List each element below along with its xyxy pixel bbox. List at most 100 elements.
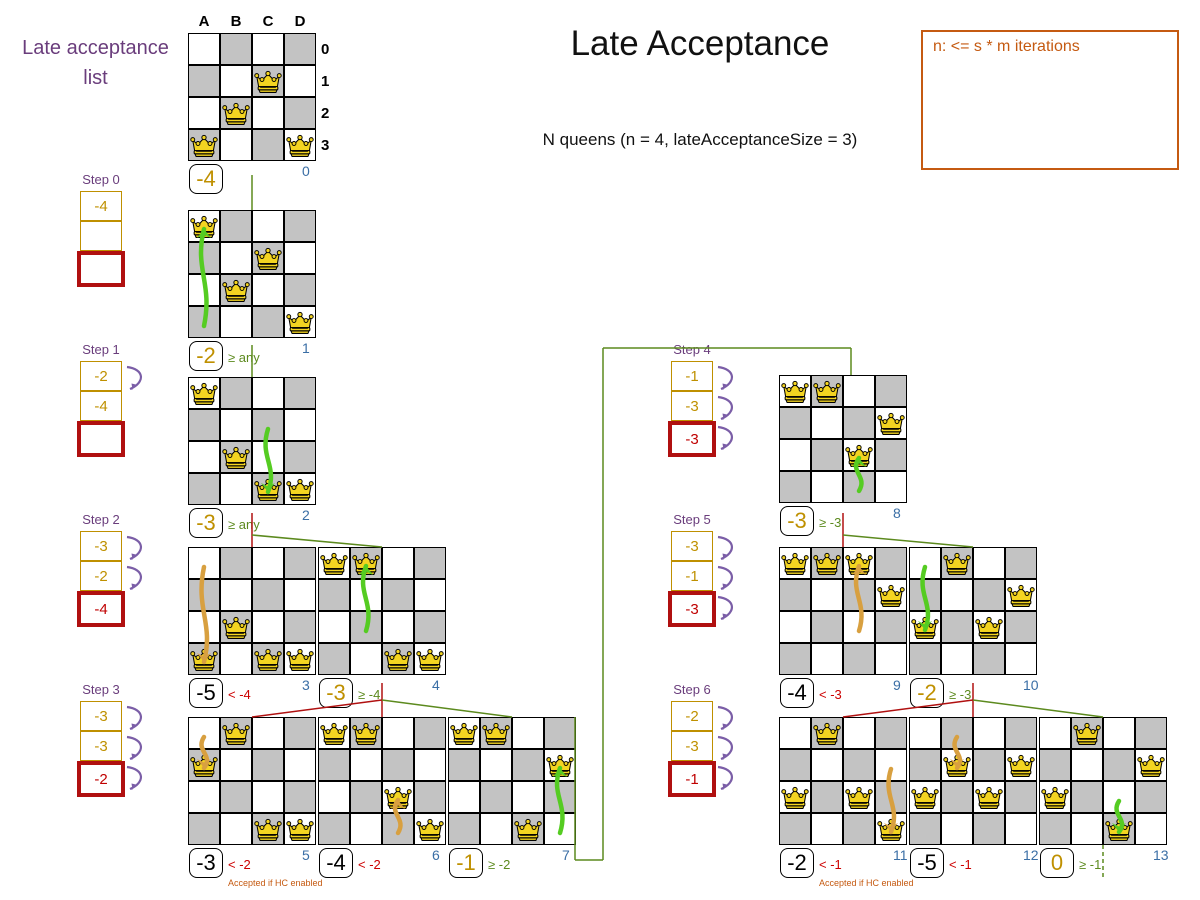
- chessboard-13: [1039, 717, 1167, 845]
- list-shift-arrow: [717, 425, 733, 451]
- chessboard-7: [448, 717, 576, 845]
- chessboard-8: [779, 375, 907, 503]
- current-score-cell-6: -1: [668, 761, 716, 797]
- page-subtitle: N queens (n = 4, lateAcceptanceSize = 3): [542, 130, 858, 149]
- board-cell-A1: [188, 409, 220, 441]
- board-cell-D1: [1135, 749, 1167, 781]
- board-cell-D1: [1005, 579, 1037, 611]
- list-shift-arrow: [126, 535, 142, 561]
- board-cell-D0: [875, 717, 907, 749]
- board-cell-C1: [252, 409, 284, 441]
- board-index-9: 9: [893, 677, 901, 693]
- board-cell-B1: [220, 579, 252, 611]
- board-cell-C2: [252, 611, 284, 643]
- board-cell-A2: [779, 781, 811, 813]
- board-cell-A3: [779, 813, 811, 845]
- board-cell-C3: [252, 643, 284, 675]
- board-cell-B3: [811, 471, 843, 503]
- board-cell-C3: [252, 306, 284, 338]
- score-chip-3: -5: [189, 678, 223, 708]
- board-cell-C1: [1103, 749, 1135, 781]
- board-cell-C1: [252, 749, 284, 781]
- board-cell-A1: [779, 579, 811, 611]
- board-cell-A0: [318, 547, 350, 579]
- board-cell-A1: [188, 65, 220, 97]
- board-cell-C3: [973, 813, 1005, 845]
- board-cell-B0: [350, 717, 382, 749]
- board-cell-B3: [811, 813, 843, 845]
- chessboard-2: [188, 377, 316, 505]
- board-cell-A3: [318, 813, 350, 845]
- board-cell-D2: [284, 441, 316, 473]
- connector-accept-10-13: [972, 699, 1104, 718]
- board-cell-A2: [448, 781, 480, 813]
- board-cell-A1: [188, 579, 220, 611]
- hill-climbing-note-5: Accepted if HC enabled: [228, 878, 323, 888]
- board-cell-A2: [1039, 781, 1071, 813]
- board-cell-D0: [544, 717, 576, 749]
- board-cell-C0: [252, 717, 284, 749]
- board-cell-A3: [909, 813, 941, 845]
- board-cell-A3: [188, 129, 220, 161]
- board-cell-B1: [220, 65, 252, 97]
- board-cell-B2: [220, 441, 252, 473]
- board-cell-D1: [544, 749, 576, 781]
- chessboard-3: [188, 547, 316, 675]
- list-shift-arrow: [717, 565, 733, 591]
- list-shift-arrow: [717, 705, 733, 731]
- board-cell-C3: [252, 813, 284, 845]
- column-header-B: B: [230, 13, 242, 30]
- board-cell-C3: [382, 813, 414, 845]
- current-score-cell-2: -4: [77, 591, 125, 627]
- board-cell-D0: [284, 33, 316, 65]
- board-cell-A2: [188, 274, 220, 306]
- board-cell-B3: [941, 643, 973, 675]
- board-cell-C2: [382, 781, 414, 813]
- board-index-11: 11: [893, 847, 908, 863]
- board-cell-D0: [875, 547, 907, 579]
- row-header-3: 3: [321, 137, 330, 154]
- comparison-label-9: < -3: [819, 687, 842, 702]
- list-shift-arrow: [126, 565, 142, 591]
- board-index-5: 5: [302, 847, 310, 863]
- list-shift-arrow: [126, 765, 142, 791]
- board-cell-D2: [284, 781, 316, 813]
- comparison-label-2: ≥ any: [228, 517, 260, 532]
- board-cell-B1: [220, 409, 252, 441]
- chessboard-1: [188, 210, 316, 338]
- board-cell-D3: [1135, 813, 1167, 845]
- board-cell-A2: [188, 97, 220, 129]
- comparison-label-8: ≥ -3: [819, 515, 842, 530]
- board-cell-B1: [941, 579, 973, 611]
- board-cell-B1: [220, 242, 252, 274]
- board-cell-D2: [1005, 611, 1037, 643]
- comparison-label-10: ≥ -3: [949, 687, 972, 702]
- comparison-label-13: ≥ -1: [1079, 857, 1102, 872]
- board-cell-A3: [779, 643, 811, 675]
- board-cell-A2: [188, 611, 220, 643]
- late-acceptance-cell-6-1: -3: [671, 731, 713, 761]
- list-shift-arrow: [717, 365, 733, 391]
- board-cell-C1: [512, 749, 544, 781]
- board-cell-D0: [1135, 717, 1167, 749]
- legend-text: n: <= s * m iterations: [933, 38, 1080, 55]
- board-cell-B0: [350, 547, 382, 579]
- board-cell-B3: [350, 813, 382, 845]
- page-title: Late Acceptance: [570, 24, 830, 63]
- list-shift-arrow: [717, 595, 733, 621]
- board-cell-D0: [414, 717, 446, 749]
- hill-climbing-note-11: Accepted if HC enabled: [819, 878, 914, 888]
- list-shift-arrow: [126, 735, 142, 761]
- chessboard-0: [188, 33, 316, 161]
- board-cell-D3: [284, 813, 316, 845]
- comparison-label-6: < -2: [358, 857, 381, 872]
- board-cell-C1: [382, 579, 414, 611]
- late-acceptance-cell-0-1: [80, 221, 122, 251]
- board-cell-D2: [284, 611, 316, 643]
- board-cell-D1: [875, 749, 907, 781]
- list-shift-arrow: [126, 705, 142, 731]
- board-cell-C0: [1103, 717, 1135, 749]
- board-cell-D3: [414, 643, 446, 675]
- board-cell-D3: [1005, 643, 1037, 675]
- chessboard-10: [909, 547, 1037, 675]
